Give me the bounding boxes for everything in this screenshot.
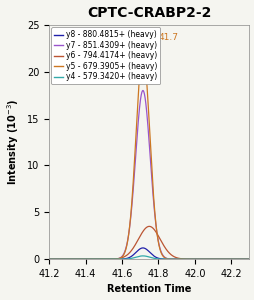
Legend: y8 - 880.4815+ (heavy), y7 - 851.4309+ (heavy), y6 - 794.4174+ (heavy), y5 - 679: y8 - 880.4815+ (heavy), y7 - 851.4309+ (… (51, 27, 160, 85)
Title: CPTC-CRABP2-2: CPTC-CRABP2-2 (87, 6, 211, 20)
Y-axis label: Intensity (10$^{-3}$): Intensity (10$^{-3}$) (6, 99, 21, 185)
X-axis label: Retention Time: Retention Time (107, 284, 191, 294)
Text: 41.7: 41.7 (147, 33, 178, 48)
